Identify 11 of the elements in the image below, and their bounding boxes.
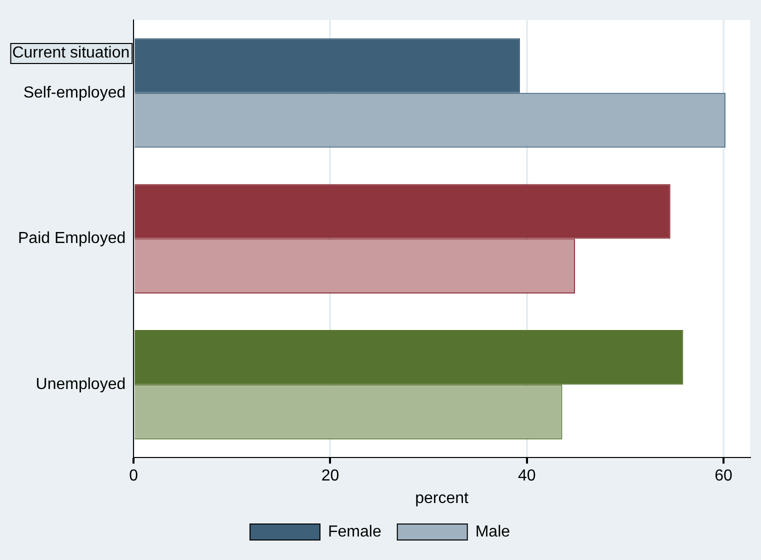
y-axis-title: Current situation — [12, 44, 130, 62]
legend-label: Female — [328, 523, 382, 540]
x-tick-label: 0 — [129, 468, 138, 485]
x-tick-label: 40 — [518, 468, 536, 485]
x-tick-label: 60 — [714, 468, 732, 485]
legend-label: Male — [475, 523, 510, 540]
y-tick-label: Unemployed — [36, 376, 126, 394]
y-tick-label: Self-employed — [23, 84, 126, 102]
x-tick-label: 20 — [321, 468, 340, 485]
y-tick-label: Paid Employed — [18, 230, 126, 248]
x-axis-title: percent — [415, 490, 470, 507]
